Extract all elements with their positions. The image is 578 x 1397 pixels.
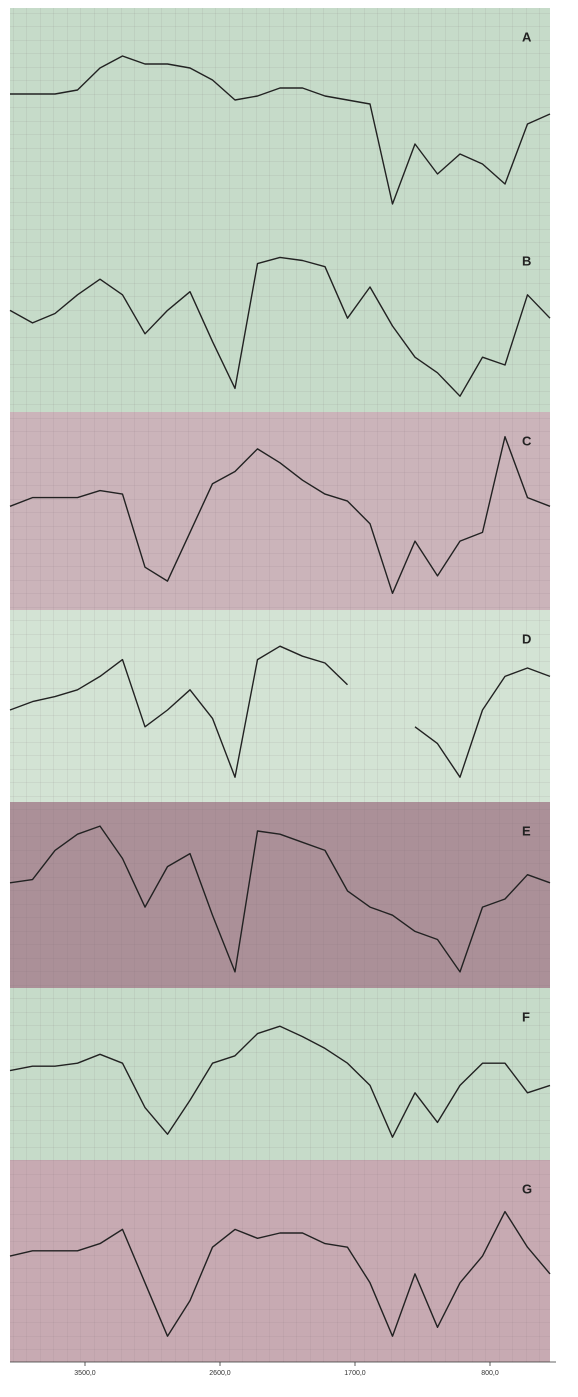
spectrum-line bbox=[10, 55, 551, 205]
spectrum-line bbox=[9, 1025, 551, 1138]
x-tick-label: 1700,0 bbox=[344, 1370, 366, 1377]
spectrum-label: G bbox=[522, 1181, 532, 1196]
spectrum-line bbox=[9, 436, 551, 594]
panel-grid bbox=[10, 412, 550, 610]
x-tick-label: 2600,0 bbox=[209, 1370, 231, 1377]
spectrum-label: B bbox=[522, 253, 531, 268]
panel-grid bbox=[10, 1160, 550, 1362]
x-tick-label: 3500,0 bbox=[74, 1370, 96, 1377]
panel-grid bbox=[10, 802, 550, 988]
spectrum-label: A bbox=[522, 29, 532, 44]
spectrum-label: C bbox=[522, 433, 532, 448]
spectrum-label: D bbox=[522, 631, 531, 646]
spectrum-line bbox=[9, 825, 551, 973]
spectrum-line bbox=[9, 645, 551, 778]
panel-grid bbox=[10, 232, 550, 412]
spectrum-line bbox=[9, 1210, 551, 1337]
spectrum-label: E bbox=[522, 823, 531, 838]
panel-grid bbox=[10, 988, 550, 1160]
panel-grid bbox=[10, 8, 550, 232]
spectrum-line bbox=[9, 256, 551, 397]
panel-grid bbox=[10, 610, 550, 802]
x-tick-label: 800,0 bbox=[481, 1370, 499, 1377]
spectrum-label: F bbox=[522, 1009, 530, 1024]
